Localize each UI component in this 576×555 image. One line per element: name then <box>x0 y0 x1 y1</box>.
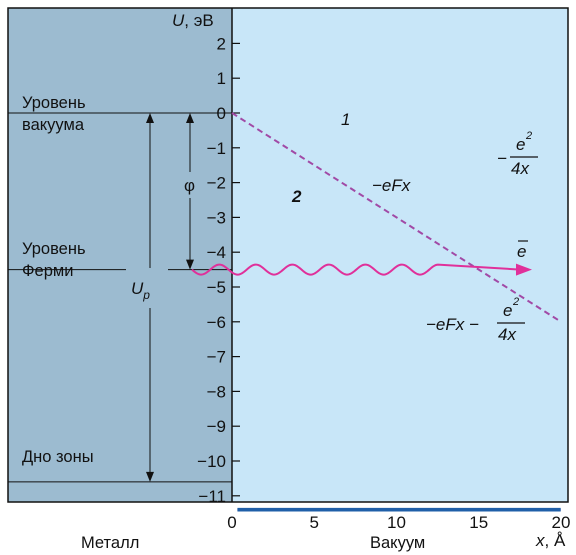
svg-text:4x: 4x <box>498 325 516 344</box>
y-tick-label: −10 <box>197 452 226 471</box>
svg-text:e: e <box>503 301 512 320</box>
work-function-label: φ <box>184 176 195 195</box>
vacuum-level-label-line1: Уровень <box>22 94 86 112</box>
y-tick-label: −2 <box>207 174 226 193</box>
y-tick-label: −11 <box>198 487 226 506</box>
x-tick-label: 20 <box>552 513 571 532</box>
x-tick-label: 15 <box>469 513 488 532</box>
electron-wave <box>191 263 521 276</box>
vacuum-level-label-line2: вакуума <box>22 116 85 134</box>
fermi-level-label-line1: Уровень <box>22 240 86 258</box>
svg-text:−: − <box>497 149 507 168</box>
x-axis-ticks: 0 5 10 15 20 <box>227 513 570 532</box>
y-tick-label: −9 <box>207 417 226 436</box>
potential-depth-label-backdrop <box>126 268 168 308</box>
y-tick-label: −4 <box>207 243 226 262</box>
potential-depth-label: Up <box>131 279 150 302</box>
svg-text:2: 2 <box>525 130 532 142</box>
y-tick-label: 1 <box>217 69 226 88</box>
y-axis-title: U, эВ <box>172 11 214 30</box>
work-function-label-backdrop <box>181 172 201 198</box>
y-tick-label: −6 <box>207 313 226 332</box>
field-formula: −eFx <box>372 176 411 195</box>
band-bottom-label: Дно зоны <box>22 448 94 466</box>
electron-arrow-head <box>516 263 532 276</box>
svg-text:e: e <box>517 242 526 261</box>
metal-region-label: Металл <box>81 534 139 552</box>
svg-text:2: 2 <box>512 296 519 308</box>
svg-text:4x: 4x <box>511 159 529 178</box>
total-potential-formula: −eFx − e 2 4x <box>426 296 525 344</box>
x-tick-label: 5 <box>310 513 319 532</box>
vacuum-region <box>232 8 568 502</box>
y-tick-label: −3 <box>207 208 226 227</box>
image-curve-number: 1 <box>341 110 350 129</box>
svg-text:e: e <box>516 135 525 154</box>
y-tick-label: −1 <box>207 139 226 158</box>
x-tick-label: 0 <box>227 513 236 532</box>
external-field-line <box>231 112 562 323</box>
x-axis-title: x, Å <box>535 531 566 550</box>
vacuum-region-label: Вакуум <box>370 534 425 552</box>
y-tick-label: −8 <box>207 382 226 401</box>
total-curve-number: 2 <box>291 187 302 206</box>
svg-text:−eFx −: −eFx − <box>426 315 479 334</box>
fermi-level-label-line2: Ферми <box>22 262 73 280</box>
y-tick-label: 2 <box>217 34 226 53</box>
y-axis-ticks: 210−1−2−3−4−5−6−7−8−9−10−11 <box>197 34 240 506</box>
x-tick-label: 10 <box>387 513 406 532</box>
y-tick-label: −5 <box>207 278 226 297</box>
electron-label: e <box>517 240 528 261</box>
metal-region <box>8 8 232 502</box>
image-potential-formula: − e 2 4x <box>497 130 538 178</box>
figure-frame <box>7 7 569 503</box>
y-tick-label: −7 <box>207 348 226 367</box>
